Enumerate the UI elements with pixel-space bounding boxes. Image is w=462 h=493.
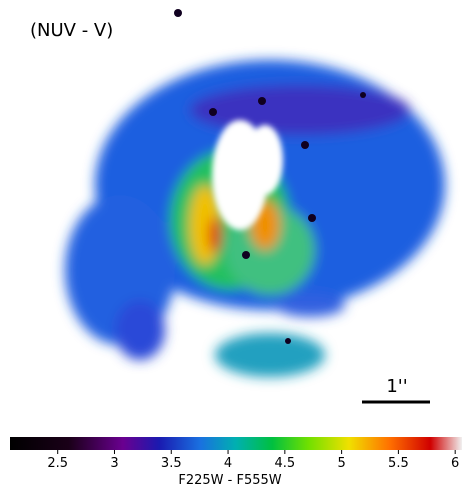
image-label: (NUV - V) [30, 20, 113, 41]
tick-label: 5 [337, 456, 345, 471]
scale-label: 1'' [386, 376, 407, 397]
tick-label: 2.5 [47, 456, 68, 471]
tick-label: 3 [110, 456, 118, 471]
tick-label: 3.5 [161, 456, 182, 471]
tick-label: 6 [451, 456, 459, 471]
tick-label: 4 [224, 456, 232, 471]
galaxy-image [65, 9, 445, 377]
colorbar [10, 437, 462, 450]
tick-label: 4.5 [274, 456, 295, 471]
tick-label: 5.5 [388, 456, 409, 471]
colorbar-label: F225W - F555W [178, 473, 281, 488]
